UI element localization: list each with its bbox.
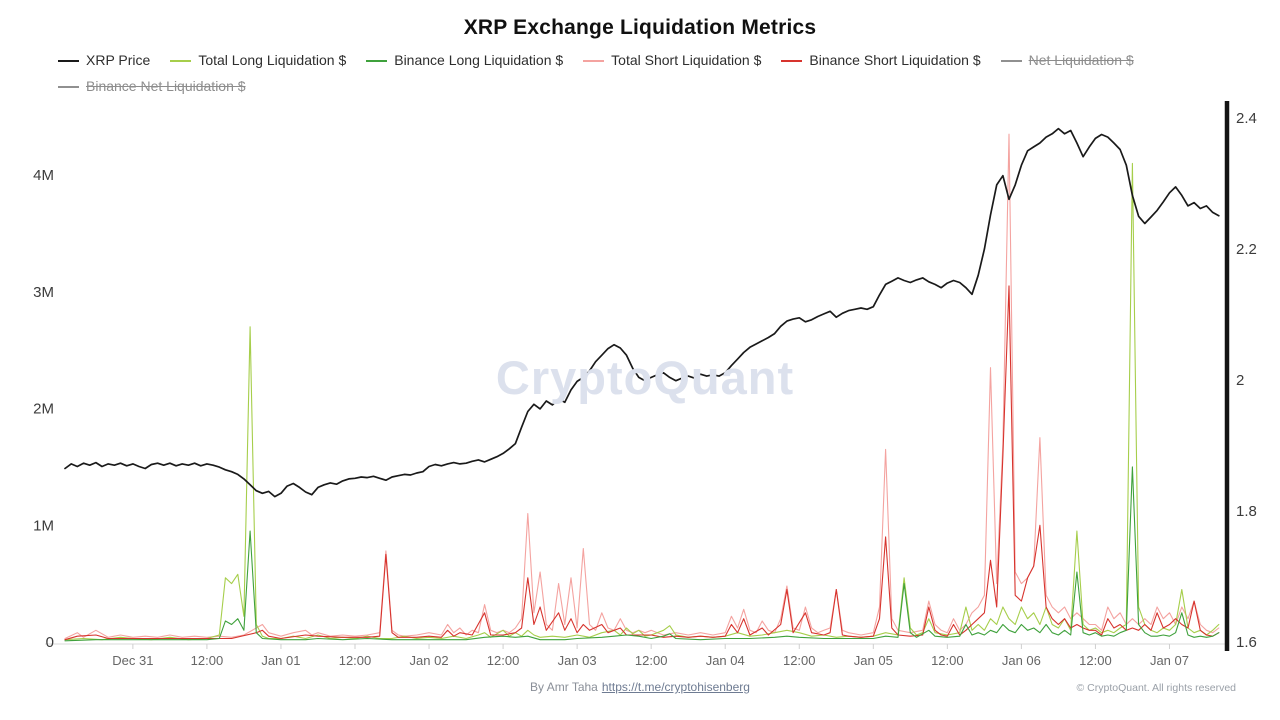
attribution-text: By Amr Taha xyxy=(530,680,598,694)
legend-label: Binance Net Liquidation $ xyxy=(86,78,246,94)
legend-swatch xyxy=(58,59,79,62)
series-binance-short-liquidation xyxy=(64,285,1220,641)
legend-swatch xyxy=(1000,59,1022,62)
x-axis-label: Jan 03 xyxy=(558,653,597,668)
y-axis-left-label: 3M xyxy=(33,284,54,301)
legend-item-binance-long-liquidation[interactable]: Binance Long Liquidation $ xyxy=(366,52,563,69)
legend-label: XRP Price xyxy=(86,52,151,68)
legend: XRP Price Total Long Liquidation $ Binance… xyxy=(0,40,1280,95)
x-axis-label: Jan 02 xyxy=(410,653,449,668)
series-total-long-liquidation xyxy=(64,162,1220,641)
attribution: By Amr Taha https://t.me/cryptohisenberg xyxy=(0,680,1280,694)
attribution-link[interactable]: https://t.me/cryptohisenberg xyxy=(601,680,750,694)
legend-label: Total Short Liquidation $ xyxy=(611,52,762,68)
series-binance-long-liquidation xyxy=(64,466,1220,642)
legend-item-net-liquidation[interactable]: Net Liquidation $ xyxy=(1000,52,1134,69)
x-axis-label: 12:00 xyxy=(931,653,964,668)
y-axis-right-label: 1.8 xyxy=(1236,503,1257,520)
legend-label: Binance Short Liquidation $ xyxy=(809,52,981,68)
x-axis-label: Dec 31 xyxy=(112,653,153,668)
legend-swatch xyxy=(170,59,192,62)
x-axis-label: 12:00 xyxy=(783,653,816,668)
legend-label: Net Liquidation $ xyxy=(1028,52,1134,68)
legend-item-binance-short-liquidation[interactable]: Binance Short Liquidation $ xyxy=(781,52,981,69)
copyright: © CryptoQuant. All rights reserved xyxy=(1076,682,1236,694)
series-total-short-liquidation xyxy=(64,133,1220,640)
x-axis-label: 12:00 xyxy=(191,653,224,668)
x-axis-label: 12:00 xyxy=(1079,653,1112,668)
x-axis-label: Jan 06 xyxy=(1002,653,1041,668)
y-axis-left-label: 0 xyxy=(46,634,54,651)
x-axis-label: 12:00 xyxy=(635,653,668,668)
x-axis-label: Jan 01 xyxy=(261,653,300,668)
x-axis-label: Jan 05 xyxy=(854,653,893,668)
legend-swatch xyxy=(781,59,803,62)
y-axis-right-label: 2 xyxy=(1236,372,1244,389)
legend-swatch xyxy=(366,59,388,62)
y-axis-left-label: 4M xyxy=(33,167,54,184)
y-axis-right-label: 2.2 xyxy=(1236,241,1257,258)
footer: By Amr Taha https://t.me/cryptohisenberg … xyxy=(0,677,1280,703)
chart-container[interactable]: Dec 31 12:00 Jan 01 12:00 Jan 02 12:00 Jan 03 1… xyxy=(0,97,1280,677)
legend-item-xrp-price[interactable]: XRP Price xyxy=(58,52,150,69)
x-axis-label: 12:00 xyxy=(339,653,372,668)
legend-swatch xyxy=(583,59,605,62)
legend-label: Binance Long Liquidation $ xyxy=(394,52,564,68)
y-axis-right-label: 1.6 xyxy=(1236,634,1257,651)
legend-swatch xyxy=(58,85,79,88)
x-axis-label: Jan 07 xyxy=(1150,653,1189,668)
x-axis-label: 12:00 xyxy=(487,653,520,668)
legend-item-binance-net-liquidation[interactable]: Binance Net Liquidation $ xyxy=(58,78,246,95)
series-xrp-price xyxy=(64,127,1220,498)
legend-item-total-short-liquidation[interactable]: Total Short Liquidation $ xyxy=(583,52,761,69)
y-axis-right-label: 2.4 xyxy=(1236,110,1257,127)
legend-item-total-long-liquidation[interactable]: Total Long Liquidation $ xyxy=(170,52,346,69)
y-axis-left-label: 1M xyxy=(33,517,54,534)
y-axis-left-label: 2M xyxy=(33,401,54,418)
x-axis-label: Jan 04 xyxy=(706,653,745,668)
legend-label: Total Long Liquidation $ xyxy=(198,52,347,68)
chart-title: XRP Exchange Liquidation Metrics xyxy=(463,16,817,39)
liquidation-chart[interactable]: Dec 31 12:00 Jan 01 12:00 Jan 02 12:00 Jan 03 1… xyxy=(0,97,1280,677)
